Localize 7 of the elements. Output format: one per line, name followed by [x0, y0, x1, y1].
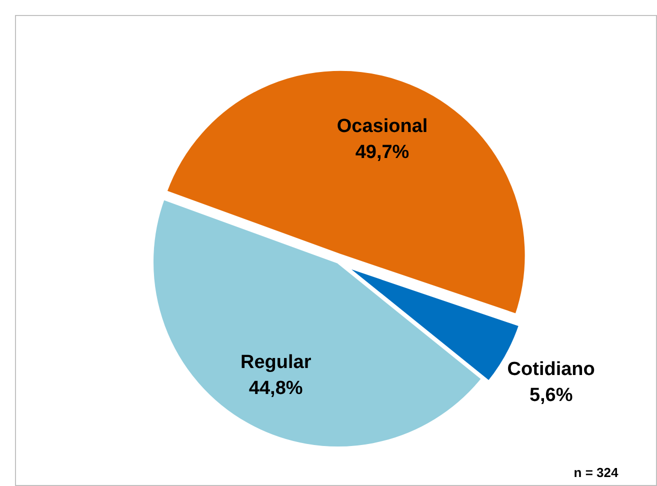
- data-label: 5,6%: [529, 385, 573, 406]
- slice-label: Cotidiano: [507, 359, 595, 380]
- slice-label: Regular: [240, 352, 312, 374]
- text: n = 324: [574, 465, 619, 480]
- data-label: 44,8%: [248, 378, 303, 400]
- data-label: 49,7%: [355, 142, 410, 164]
- slice-label: Ocasional: [336, 116, 428, 138]
